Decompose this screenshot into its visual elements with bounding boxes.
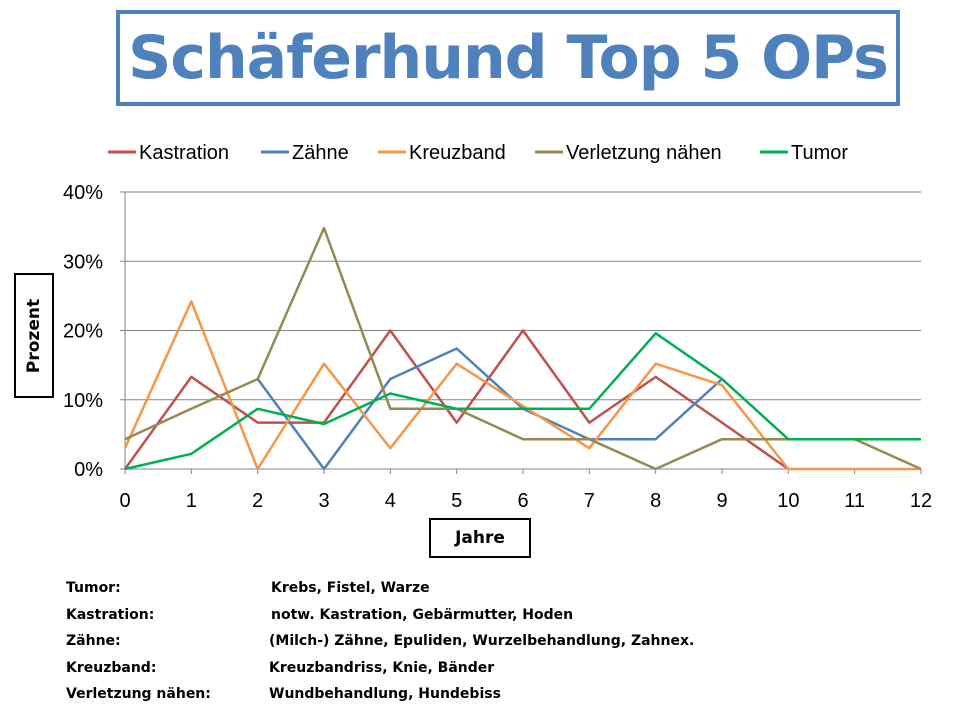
- y-tick-label: 30%: [63, 251, 103, 273]
- x-tick-label: 5: [451, 490, 462, 512]
- series-line-kreuzband: [123, 300, 921, 471]
- x-axis-label-box: Jahre: [429, 518, 531, 558]
- y-tick-label: 20%: [63, 321, 103, 343]
- x-tick-label: 6: [517, 490, 528, 512]
- x-tick-label: 0: [119, 490, 130, 512]
- note-term: Tumor:: [66, 580, 121, 596]
- note-term: Verletzung nähen:: [66, 686, 211, 702]
- x-tick-label: 9: [716, 490, 727, 512]
- legend-label-verletzung-naehen: Verletzung nähen: [566, 142, 722, 164]
- x-axis-label: Jahre: [455, 528, 505, 548]
- chart-title: Schäferhund Top 5 OPs: [128, 23, 889, 93]
- legend-label-tumor: Tumor: [791, 142, 848, 164]
- series-line-zaehne: [256, 347, 723, 471]
- note-term: Kastration:: [66, 606, 155, 623]
- y-tick-label: 0%: [74, 459, 103, 481]
- x-tick-label: 11: [844, 490, 865, 512]
- note-definition: notw. Kastration, Gebärmutter, Hoden: [271, 606, 574, 623]
- title-box: Schäferhund Top 5 OPs: [116, 10, 900, 106]
- note-row-tumor: Tumor: Krebs, Fistel, Warze: [66, 578, 946, 605]
- x-tick-label: 10: [777, 490, 799, 512]
- x-tick-label: 7: [584, 490, 595, 512]
- legend-label-kreuzband: Kreuzband: [409, 142, 506, 164]
- gridlines: [125, 191, 921, 401]
- legend: Kastration Zähne Kreuzband Verletzung nähen…: [108, 142, 848, 164]
- x-tick-label: 4: [385, 490, 396, 512]
- note-row-kastration: Kastration: notw. Kastration, Gebärmutte…: [66, 605, 946, 632]
- note-definition: Krebs, Fistel, Warze: [271, 580, 430, 596]
- x-tick-label: 3: [318, 490, 329, 512]
- y-axis-label-box: Prozent: [14, 273, 54, 398]
- legend-label-zaehne: Zähne: [292, 142, 349, 164]
- note-definition: (Milch-) Zähne, Epuliden, Wurzelbehandlu…: [269, 633, 695, 649]
- x-tick-label: 2: [252, 490, 263, 512]
- y-axis-label: Prozent: [24, 298, 44, 373]
- note-row-kreuzband: Kreuzband: Kreuzbandriss, Knie, Bänder: [66, 658, 946, 685]
- note-definition: Wundbehandlung, Hundebiss: [269, 686, 501, 702]
- x-tick-label: 1: [186, 490, 197, 512]
- series-line-tumor: [124, 332, 921, 471]
- note-row-verletzung: Verletzung nähen: Wundbehandlung, Hundeb…: [66, 684, 946, 711]
- note-row-zaehne: Zähne: (Milch-) Zähne, Epuliden, Wurzelb…: [66, 631, 946, 658]
- y-tick-label: 40%: [63, 182, 103, 204]
- note-definition: Kreuzbandriss, Knie, Bänder: [269, 659, 495, 676]
- x-tick-label: 12: [910, 490, 932, 512]
- notes-list: Tumor: Krebs, Fistel, Warze Kastration: …: [66, 578, 946, 711]
- x-tick-label: 8: [650, 490, 661, 512]
- note-term: Kreuzband:: [66, 659, 157, 676]
- x-tick-labels: 0 1 2 3 4 5 6 7 8 9 10 11 12: [119, 490, 932, 512]
- y-tick-label: 10%: [63, 390, 103, 412]
- series-line-kastration: [123, 329, 790, 471]
- legend-label-kastration: Kastration: [139, 142, 229, 164]
- note-term: Zähne:: [66, 633, 121, 649]
- series-lines: [123, 226, 922, 471]
- y-tick-labels: 0% 10% 20% 30% 40%: [63, 182, 103, 481]
